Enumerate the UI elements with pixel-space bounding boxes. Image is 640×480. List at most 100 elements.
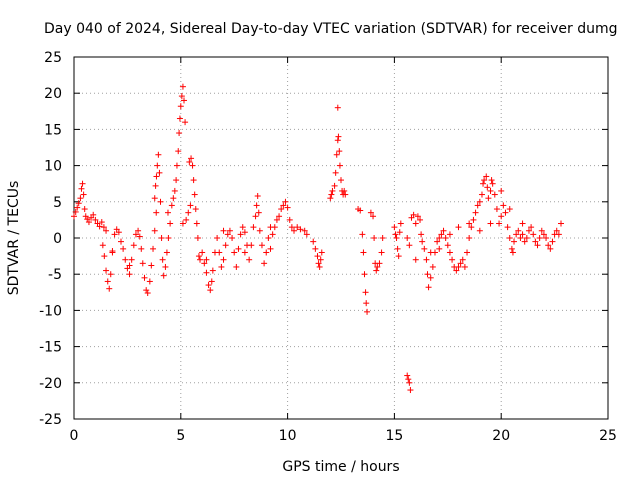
data-point bbox=[178, 93, 185, 100]
data-point bbox=[487, 220, 494, 227]
data-point bbox=[190, 177, 197, 184]
data-point bbox=[152, 182, 159, 189]
data-point bbox=[412, 220, 419, 227]
data-point bbox=[333, 151, 340, 158]
data-point bbox=[294, 224, 301, 231]
data-point bbox=[332, 169, 339, 176]
data-point bbox=[164, 209, 171, 216]
data-point bbox=[476, 198, 483, 205]
data-point bbox=[151, 227, 158, 234]
data-point bbox=[342, 191, 349, 198]
data-point bbox=[536, 235, 543, 241]
data-point bbox=[99, 242, 106, 249]
data-point bbox=[128, 256, 135, 263]
data-point bbox=[423, 256, 430, 263]
data-point bbox=[511, 238, 518, 245]
data-point bbox=[359, 231, 366, 238]
data-point bbox=[111, 231, 118, 238]
y-axis-title: SDTVAR / TECUs bbox=[6, 181, 22, 296]
data-point bbox=[98, 219, 105, 226]
data-point bbox=[504, 224, 511, 231]
data-point bbox=[265, 235, 272, 241]
data-point bbox=[425, 284, 432, 291]
data-point bbox=[173, 162, 180, 169]
data-point bbox=[109, 248, 116, 255]
data-point bbox=[549, 238, 556, 245]
data-point bbox=[464, 249, 471, 256]
data-point bbox=[515, 227, 522, 234]
data-point bbox=[286, 216, 293, 223]
data-point bbox=[255, 209, 262, 216]
data-point bbox=[455, 263, 462, 270]
data-point bbox=[203, 256, 210, 263]
data-point bbox=[446, 249, 453, 256]
data-point bbox=[500, 202, 507, 209]
data-point bbox=[195, 253, 202, 260]
data-point bbox=[187, 202, 194, 209]
data-point bbox=[222, 242, 229, 249]
data-point bbox=[106, 285, 113, 292]
y-tick-label: -10 bbox=[39, 303, 62, 319]
data-point bbox=[329, 187, 336, 194]
data-point bbox=[419, 238, 426, 245]
data-point bbox=[484, 184, 491, 191]
data-point bbox=[237, 231, 244, 238]
data-point bbox=[543, 235, 550, 241]
data-point bbox=[226, 227, 233, 234]
data-point bbox=[72, 208, 79, 215]
data-point bbox=[336, 162, 343, 169]
data-point bbox=[392, 231, 399, 238]
data-points bbox=[71, 83, 565, 394]
x-tick-label: 10 bbox=[279, 428, 297, 444]
data-point bbox=[231, 249, 238, 256]
data-point bbox=[341, 187, 348, 194]
data-point bbox=[395, 253, 402, 260]
data-point bbox=[273, 216, 280, 223]
data-point bbox=[466, 220, 473, 227]
data-point bbox=[521, 238, 528, 245]
data-point bbox=[429, 263, 436, 270]
data-point bbox=[434, 238, 441, 245]
data-point bbox=[336, 148, 343, 155]
data-point bbox=[360, 249, 367, 256]
data-point bbox=[284, 204, 291, 211]
data-point bbox=[216, 249, 223, 256]
data-point bbox=[194, 235, 201, 241]
data-point bbox=[316, 263, 323, 270]
data-point bbox=[489, 180, 496, 187]
data-point bbox=[163, 249, 170, 256]
data-point bbox=[90, 211, 97, 218]
data-point bbox=[509, 249, 516, 256]
data-point bbox=[436, 235, 443, 241]
data-point bbox=[508, 245, 515, 252]
data-point bbox=[250, 224, 257, 231]
y-tick-label: -15 bbox=[39, 340, 62, 356]
data-point bbox=[100, 224, 107, 231]
chart-title: Day 040 of 2024, Sidereal Day-to-day VTE… bbox=[44, 21, 618, 37]
data-point bbox=[481, 177, 488, 184]
data-point bbox=[254, 193, 261, 200]
data-point bbox=[107, 271, 114, 278]
data-point bbox=[220, 256, 227, 263]
data-point bbox=[143, 287, 150, 294]
data-point bbox=[183, 216, 190, 223]
data-point bbox=[523, 235, 530, 241]
data-point bbox=[167, 220, 174, 227]
data-point bbox=[241, 249, 248, 256]
data-point bbox=[233, 263, 240, 270]
data-point bbox=[301, 227, 308, 234]
data-point bbox=[406, 242, 413, 249]
data-point bbox=[130, 242, 137, 249]
data-point bbox=[472, 209, 479, 216]
data-point bbox=[103, 227, 110, 234]
data-point bbox=[193, 220, 200, 227]
data-point bbox=[468, 224, 475, 231]
data-point bbox=[418, 231, 425, 238]
data-point bbox=[540, 231, 547, 238]
data-point bbox=[498, 187, 505, 194]
data-point bbox=[328, 191, 335, 198]
data-point bbox=[547, 245, 554, 252]
data-point bbox=[256, 227, 263, 234]
data-point bbox=[449, 256, 456, 263]
data-point bbox=[338, 177, 344, 184]
